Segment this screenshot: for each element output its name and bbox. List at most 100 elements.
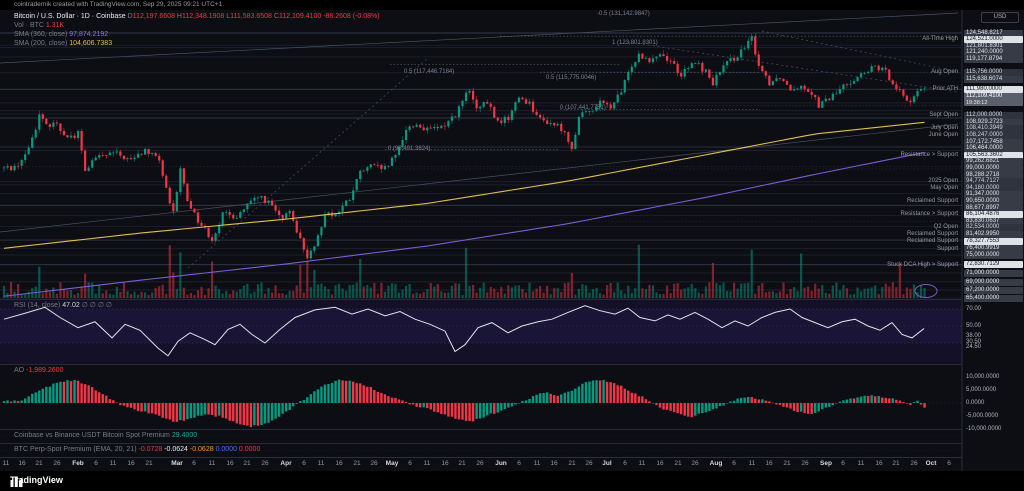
price-label-chip: 86,104.4876: [964, 211, 1023, 219]
time-axis-label: 11: [748, 460, 756, 467]
rsi-value: 47.02: [62, 302, 80, 309]
rsi-scale-tick: 30.50: [966, 339, 982, 346]
price-label-chip: 81,402.9950: [964, 230, 1023, 238]
time-axis-label: 26: [370, 460, 378, 467]
currency-toggle-button[interactable]: USD: [981, 12, 1019, 23]
time-axis-label: 11: [857, 460, 865, 467]
tradingview-logo[interactable]: TradingView: [10, 475, 63, 487]
price-line-label: Resistance > Support: [900, 151, 958, 158]
price-line-label: Aug Open: [930, 69, 958, 76]
time-axis-label: 6: [94, 460, 98, 467]
spot-premium-legend-row[interactable]: Coinbase vs Binance USDT Bitcoin Spot Pr…: [14, 431, 197, 440]
time-axis-label: 21: [35, 460, 43, 467]
price-label-chip: 108,410.3949: [964, 125, 1023, 133]
rsi-label: RSI (14, close): [14, 302, 61, 309]
fib-annotation: 0.5 (115,775.0046): [546, 75, 597, 81]
rsi-hidden-values: ∅ ∅ ∅ ∅: [81, 302, 112, 309]
price-label-chip: 106,464.0000: [964, 145, 1023, 153]
fib-annotation: 1 (123,801.8301): [612, 40, 658, 46]
time-axis-label: Sep: [820, 460, 832, 467]
ao-value: -1,989.2600: [26, 367, 64, 374]
price-label-chip: 111,980.0000: [964, 85, 1023, 93]
time-axis-label: 16: [127, 460, 135, 467]
rsi-scale-tick: 24.50: [966, 344, 982, 351]
ao-scale-tick: -5,000.0000: [966, 412, 999, 419]
pane-separator[interactable]: [0, 364, 962, 365]
symbol-legend-row[interactable]: Bitcoin / U.S. Dollar · 1D · Coinbase D1…: [14, 12, 380, 21]
perp-premium-legend-row[interactable]: BTC Perp-Spot Premium (EMA, 20, 21) -0.0…: [14, 445, 260, 454]
fib-annotation: 0 (107,441.7751): [560, 105, 606, 111]
price-label-chip: 75,000.0000: [964, 252, 1023, 260]
price-label-chip: 108,247.0000: [964, 131, 1023, 139]
ohlc-letter: C: [273, 13, 279, 20]
ohlc-value: 112,109.4100: [278, 13, 324, 20]
price-label-chip: 115,638.6074: [964, 75, 1023, 83]
time-axis-label: 16: [335, 460, 343, 467]
time-axis-label: 21: [892, 460, 900, 467]
time-axis-label: 16: [18, 460, 26, 467]
time-axis-label: 26: [691, 460, 699, 467]
ao-legend-row[interactable]: AO -1,989.2600: [14, 366, 63, 375]
time-axis-label: 21: [783, 460, 791, 467]
ao-label: AO: [14, 367, 25, 374]
perp-premium-value: -0.0624: [164, 446, 190, 453]
price-label-chip: 94,774.7127: [964, 178, 1023, 186]
ohlc-letter: L: [226, 13, 231, 20]
time-axis-label: 21: [353, 460, 361, 467]
time-axis-label: Mar: [171, 460, 183, 467]
time-axis-label: 16: [441, 460, 449, 467]
pane-separator[interactable]: [0, 299, 962, 300]
time-axis-label: 26: [476, 460, 484, 467]
time-axis-label: 21: [674, 460, 682, 467]
ohlc-value: 112,348.1908: [181, 13, 227, 20]
ao-scale-tick: 0.0000: [966, 399, 985, 406]
time-axis-label: 6: [408, 460, 412, 467]
price-line-label: Reclaimed Support: [906, 231, 958, 238]
time-axis-label: 11: [208, 460, 216, 467]
time-axis-label: 26: [585, 460, 593, 467]
time-axis-label: 6: [623, 460, 627, 467]
rsi-scale-tick: 70.00: [966, 305, 982, 312]
time-axis-label: 6: [517, 460, 521, 467]
time-axis-label: 6: [947, 460, 951, 467]
price-line-label: Stuck DCA High > Support: [887, 261, 958, 268]
perp-premium-value: -0.0728: [138, 446, 165, 453]
price-label-chip: 78,327.7553: [964, 237, 1023, 245]
spot-premium-label: Coinbase vs Binance USDT Bitcoin Spot Pr…: [14, 432, 170, 439]
perp-premium-value: 0.0000: [238, 446, 261, 453]
time-axis-label: 11: [2, 460, 10, 467]
tradingview-logo-icon: [10, 476, 23, 487]
ohlc-value: 112,197.6608: [132, 13, 177, 20]
sma360-legend-row[interactable]: SMA (360, close) 97,874.2192: [14, 30, 108, 39]
watermark-bar: cointradernik created with TradingView.c…: [0, 0, 1024, 10]
perp-premium-label: BTC Perp-Spot Premium (EMA, 20, 21): [14, 446, 137, 453]
time-axis-label: Jun: [495, 460, 507, 467]
time-axis-label: 11: [533, 460, 541, 467]
price-line-label: All-Time High: [922, 36, 958, 43]
time-axis-label: 16: [765, 460, 773, 467]
price-label-chip: 94,180.0000: [964, 184, 1023, 192]
time-axis-label: 6: [302, 460, 306, 467]
pane-separator[interactable]: [0, 429, 962, 430]
price-line-label: Q2 Open: [933, 224, 958, 231]
time-axis-label: 26: [53, 460, 61, 467]
price-label-chip: 67,200.0000: [964, 286, 1023, 294]
time-axis-label: Jul: [602, 460, 612, 467]
price-label-chip: 112,000.0000: [964, 112, 1023, 120]
time-axis-label: 11: [638, 460, 646, 467]
perp-premium-value: 0.0000: [215, 446, 239, 453]
time-axis-label: 26: [801, 460, 809, 467]
bar-countdown: 19:38:12: [966, 99, 988, 106]
sma200-legend-row[interactable]: SMA (200, close) 104,606.7383: [14, 39, 112, 48]
time-axis-label: 6: [192, 460, 196, 467]
price-line-label: June Open: [928, 132, 958, 139]
rsi-scale-tick: 50.00: [966, 322, 982, 329]
time-axis-label: 16: [656, 460, 664, 467]
bottom-toolbar: TradingView: [0, 471, 1024, 491]
rsi-legend-row[interactable]: RSI (14, close) 47.02 ∅ ∅ ∅ ∅: [14, 301, 112, 310]
pane-separator[interactable]: [0, 443, 962, 444]
volume-legend-row[interactable]: Vol · BTC 1.31K: [14, 21, 64, 30]
time-axis-label: 11: [109, 460, 117, 467]
